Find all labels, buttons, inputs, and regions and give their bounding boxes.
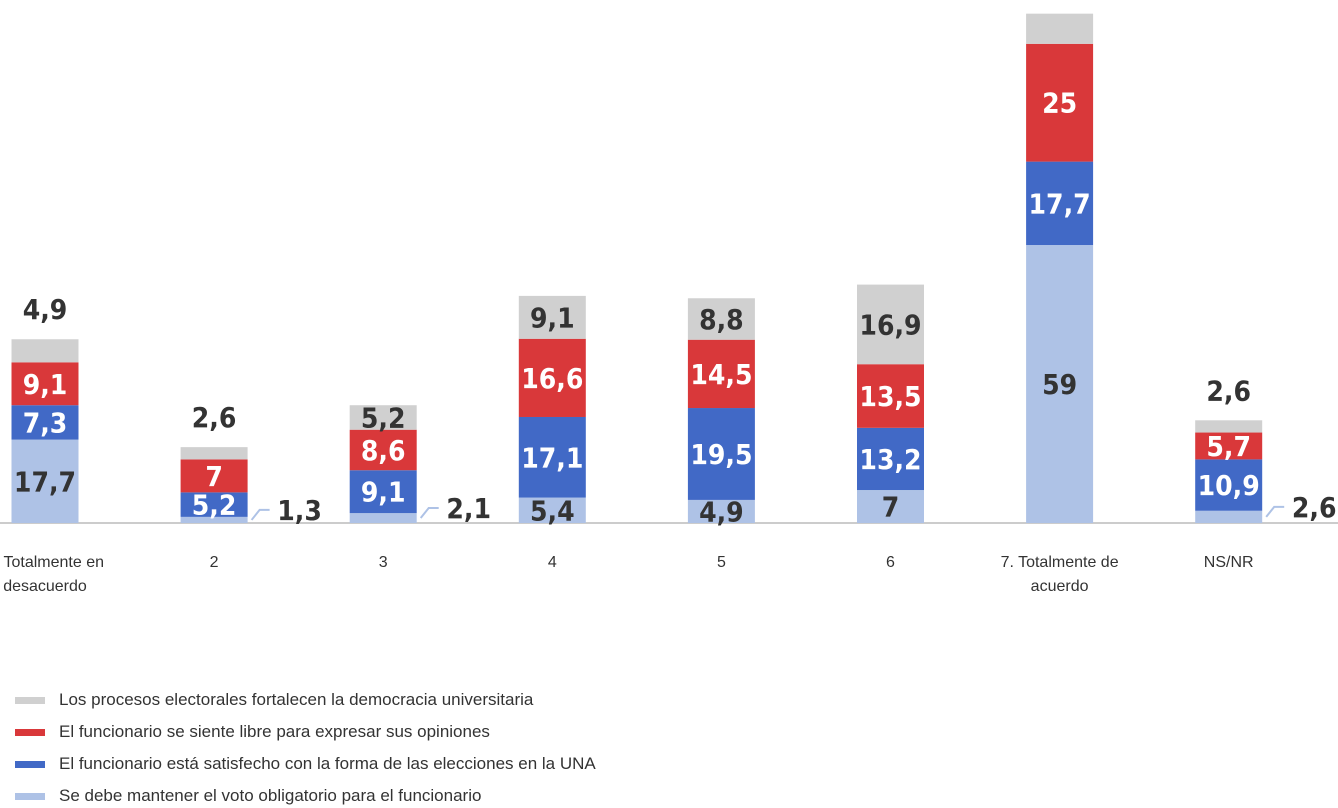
x-tick-label: 5 [716, 554, 726, 571]
data-label: 13,2 [859, 443, 921, 476]
legend-swatch [15, 696, 45, 704]
bar-segment [180, 459, 248, 493]
leader-line [419, 507, 439, 519]
data-label: 2,1 [446, 492, 491, 525]
legend-swatch [15, 760, 45, 768]
x-tick-label: 7. Totalmente de acuerdo [1000, 554, 1119, 595]
data-label: 4,9 [699, 495, 744, 528]
data-label: 2,6 [192, 401, 237, 434]
bar-segment [857, 284, 924, 365]
bar-segment [11, 405, 79, 440]
x-tick-label: 4 [547, 554, 557, 571]
bar-segment [1195, 459, 1263, 511]
bar-segment [857, 427, 924, 491]
bar-segment [518, 338, 586, 417]
data-label: 59 [1042, 368, 1077, 401]
bar-segment [518, 416, 586, 498]
legend-label: El funcionario está satisfecho con la fo… [59, 754, 596, 773]
data-label: 1,3 [277, 494, 322, 527]
bar-segment [1026, 43, 1094, 162]
x-tick-label: 1. Totalmente en desacuerdo [0, 554, 104, 595]
x-tick-label: NS/NR [1203, 554, 1254, 571]
data-label: 16,9 [859, 308, 921, 341]
bar-segment [857, 490, 924, 523]
leader-line [1265, 505, 1285, 518]
bar-segment [180, 516, 248, 523]
bar-segment [349, 429, 417, 471]
data-label: 16,6 [521, 362, 583, 395]
x-tick-label: 2 [209, 554, 219, 571]
legend-label: Los procesos electorales fortalecen la d… [59, 690, 534, 709]
bar-segment [11, 362, 79, 406]
data-label: 5,2 [192, 489, 237, 522]
bar-segment [349, 470, 417, 514]
bar-segment [1026, 13, 1094, 44]
bar-segment [180, 492, 248, 517]
legend-item: El funcionario está satisfecho con la fo… [15, 754, 596, 774]
bar-segment [1026, 161, 1094, 246]
legend-label: Se debe mantener el voto obligatorio par… [59, 786, 482, 805]
legend-swatch [15, 728, 45, 736]
data-label: 7 [205, 460, 223, 493]
legend-item: Se debe mantener el voto obligatorio par… [15, 786, 481, 806]
data-label: 25 [1042, 87, 1077, 120]
bar-segment [857, 364, 924, 428]
bar-segment [687, 408, 755, 500]
data-label: 9,1 [23, 368, 68, 401]
data-label: 2,6 [1206, 374, 1251, 407]
bar-segment [518, 295, 586, 339]
legend-swatch [15, 792, 45, 800]
data-label: 4,9 [23, 293, 68, 326]
bar-segment [11, 339, 79, 363]
data-label: 5,7 [1206, 430, 1251, 463]
data-label: 9,1 [361, 476, 406, 509]
legend-label: El funcionario se siente libre para expr… [59, 722, 490, 741]
data-label: 17,1 [521, 441, 583, 474]
x-tick-label: 3 [378, 554, 388, 571]
bar-segment [11, 439, 79, 523]
data-label: 8,8 [699, 303, 744, 336]
bar-segment [687, 298, 755, 340]
bar-segment [349, 513, 417, 523]
data-label: 17,7 [14, 465, 76, 498]
data-label: 5,4 [530, 494, 575, 527]
data-label: 10,9 [1198, 469, 1260, 502]
data-label: 5,2 [361, 401, 406, 434]
leader-line [250, 508, 270, 521]
bar-segment [1195, 432, 1263, 460]
data-label: 13,5 [859, 380, 921, 413]
data-label: 2,6 [1292, 491, 1337, 524]
legend-item: Los procesos electorales fortalecen la d… [15, 690, 533, 710]
bar-segment [180, 447, 248, 460]
x-tick-label: 6 [886, 554, 895, 571]
bar-segment [518, 497, 586, 523]
data-label: 9,1 [530, 301, 575, 334]
data-label: 19,5 [690, 438, 752, 471]
data-label: 7 [882, 491, 900, 524]
data-label: 17,7 [1029, 187, 1091, 220]
bar-segment [687, 339, 755, 409]
data-label: 8,6 [361, 434, 406, 467]
bar-segment [687, 499, 755, 523]
bar-segment [1195, 510, 1263, 523]
data-label: 14,5 [690, 358, 752, 391]
bar-segment [349, 405, 417, 430]
data-label: 7,3 [23, 406, 68, 439]
bar-segment [1195, 420, 1263, 433]
legend-item: El funcionario se siente libre para expr… [15, 722, 490, 742]
bar-segment [1026, 245, 1094, 523]
